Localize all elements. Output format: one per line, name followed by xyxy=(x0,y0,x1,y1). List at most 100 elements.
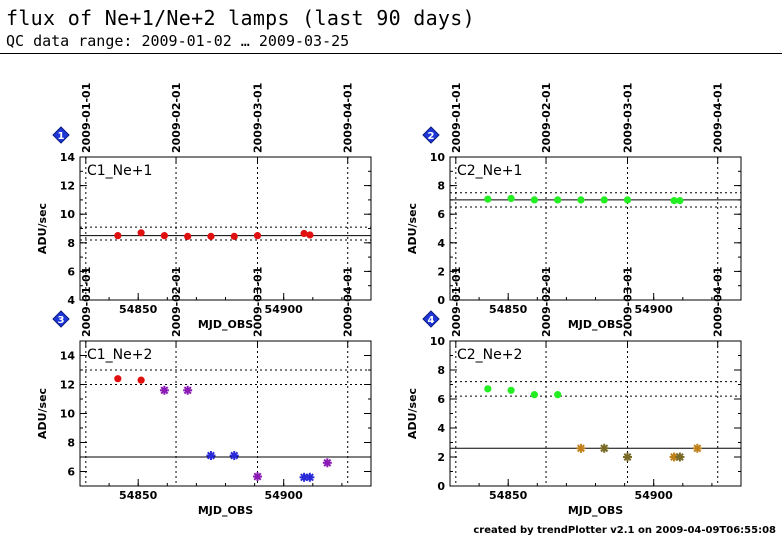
data-point xyxy=(137,376,145,384)
y-tick-label: 12 xyxy=(60,180,75,193)
x-tick-label: 54900 xyxy=(265,489,304,502)
y-tick-label: 14 xyxy=(60,350,76,363)
panel-label: C2_Ne+1 xyxy=(457,163,522,179)
data-point xyxy=(530,391,538,399)
data-point xyxy=(670,197,678,205)
panel-label: C2_Ne+2 xyxy=(457,347,522,363)
x-tick-label: 54850 xyxy=(489,303,528,316)
top-date-label: 2009-04-01 xyxy=(712,267,725,337)
x-tick-label: 54850 xyxy=(119,303,158,316)
y-tick-label: 10 xyxy=(60,208,76,221)
data-point xyxy=(160,232,168,240)
y-tick-label: 12 xyxy=(60,379,75,392)
data-point xyxy=(507,386,515,394)
plot-panel-1: 4 6 8 10 12 14 54850 54900 2009-01-01 2009-02-01 2… xyxy=(36,83,372,331)
star-core xyxy=(324,460,330,466)
data-point-star xyxy=(623,452,633,462)
x-tick-label: 54850 xyxy=(119,489,158,502)
data-point-star xyxy=(159,385,169,395)
y-tick-label: 2 xyxy=(437,265,445,278)
plot-panel-3: 6 8 10 12 14 54850 54900 2009-01-01 2009-02-01 20… xyxy=(36,267,372,517)
panel-number-text: 2 xyxy=(428,131,435,142)
top-date-label: 2009-03-01 xyxy=(622,267,635,337)
data-point-star xyxy=(692,443,702,453)
x-axis-label: MJD_OBS xyxy=(568,504,623,517)
footer-credit: created by trendPlotter v2.1 on 2009-04-… xyxy=(473,525,776,536)
data-point xyxy=(554,391,562,399)
top-date-label: 2009-01-01 xyxy=(450,267,463,337)
top-date-label: 2009-03-01 xyxy=(622,83,635,153)
y-axis-label: ADU/sec xyxy=(36,388,49,439)
top-date-label: 2009-02-01 xyxy=(170,267,183,337)
top-date-label: 2009-04-01 xyxy=(712,83,725,153)
y-axis-label: ADU/sec xyxy=(36,203,49,254)
data-point-star xyxy=(253,472,263,482)
data-point xyxy=(230,232,238,240)
plot-panel-2: 0 2 4 6 8 10 54850 54900 2009-01-01 2009-02-01 200… xyxy=(406,83,742,331)
panel-label: C1_Ne+1 xyxy=(87,163,152,179)
y-axis-label: ADU/sec xyxy=(406,203,419,254)
plot-panel-4: 0 2 4 6 8 10 54850 54900 2009-01-01 2009-02-01 200… xyxy=(406,267,742,517)
panel-number-text: 3 xyxy=(58,315,65,326)
data-point xyxy=(253,232,262,240)
y-tick-label: 2 xyxy=(437,451,445,464)
page-title: flux of Ne+1/Ne+2 lamps (last 90 days) xyxy=(6,6,475,30)
y-tick-label: 6 xyxy=(67,466,75,479)
y-tick-label: 6 xyxy=(437,208,445,221)
y-tick-label: 0 xyxy=(437,294,445,307)
top-date-label: 2009-04-01 xyxy=(342,83,355,153)
data-point xyxy=(137,229,145,237)
y-tick-label: 14 xyxy=(60,151,76,164)
header-divider xyxy=(0,53,782,54)
data-point xyxy=(676,197,684,205)
y-tick-label: 6 xyxy=(67,265,75,278)
panel-number-badge xyxy=(52,310,70,328)
data-point-star xyxy=(299,472,309,482)
data-point xyxy=(484,385,492,393)
y-tick-label: 10 xyxy=(60,408,76,421)
data-point-star xyxy=(576,443,586,453)
data-point xyxy=(577,196,585,204)
star-core xyxy=(161,387,167,393)
data-point xyxy=(623,196,632,204)
y-axis-label: ADU/sec xyxy=(406,388,419,439)
star-core xyxy=(185,387,191,393)
star-core xyxy=(625,454,630,460)
star-core xyxy=(578,445,584,451)
y-tick-label: 4 xyxy=(437,422,445,435)
data-point xyxy=(530,196,538,204)
data-point xyxy=(554,196,562,204)
data-point-star xyxy=(675,452,685,462)
y-tick-label: 8 xyxy=(437,180,445,193)
panel-number-text: 1 xyxy=(58,131,65,142)
top-date-label: 2009-01-01 xyxy=(80,267,93,337)
x-tick-label: 54900 xyxy=(635,303,674,316)
x-tick-label: 54850 xyxy=(489,489,528,502)
y-tick-label: 8 xyxy=(437,364,445,377)
y-tick-label: 8 xyxy=(67,437,75,450)
star-core xyxy=(694,445,700,451)
data-point xyxy=(507,194,515,203)
data-point xyxy=(484,195,492,203)
panel-number-badge xyxy=(422,126,440,144)
star-core xyxy=(671,454,677,460)
y-tick-label: 10 xyxy=(430,151,446,164)
data-point xyxy=(114,375,122,383)
x-axis-label: MJD_OBS xyxy=(198,318,253,331)
data-point-star xyxy=(183,385,193,395)
panel-number-text: 4 xyxy=(428,315,435,326)
top-date-label: 2009-03-01 xyxy=(252,267,265,337)
y-tick-label: 8 xyxy=(67,237,75,250)
star-core xyxy=(601,445,607,451)
top-date-label: 2009-02-01 xyxy=(170,83,183,153)
top-date-label: 2009-04-01 xyxy=(342,267,355,337)
y-tick-label: 4 xyxy=(437,237,445,250)
data-point xyxy=(306,231,314,239)
y-tick-label: 0 xyxy=(437,480,445,493)
y-tick-label: 10 xyxy=(430,335,446,348)
data-point-star xyxy=(669,452,679,462)
top-date-label: 2009-02-01 xyxy=(540,83,553,153)
data-point xyxy=(300,229,308,238)
top-date-label: 2009-01-01 xyxy=(80,83,93,153)
data-point-star xyxy=(599,443,609,453)
